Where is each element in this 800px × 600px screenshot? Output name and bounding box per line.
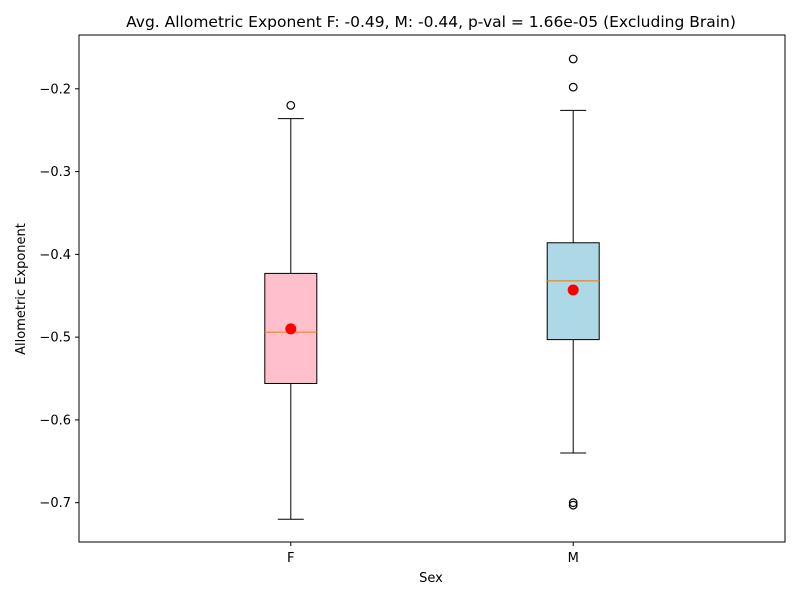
plot-area: −0.2 −0.3 −0.4 −0.5 −0.6 −0.7 F M — [39, 34, 786, 566]
outlier-point-m — [568, 82, 578, 92]
outlier-point-m — [568, 500, 578, 510]
y-tick-label: −0.7 — [39, 496, 71, 511]
outlier-point-m — [568, 54, 578, 64]
outlier-point-m — [568, 498, 578, 508]
y-tick-label: −0.4 — [39, 248, 71, 263]
y-tick-label: −0.3 — [39, 165, 71, 180]
mean-marker-m — [567, 284, 579, 296]
x-tick-label: M — [568, 551, 579, 566]
y-tick-label: −0.2 — [39, 82, 71, 97]
mean-marker-f — [285, 323, 297, 335]
y-axis-label: Allometric Exponent — [14, 223, 29, 355]
plot-frame — [78, 34, 786, 543]
x-tick-label: F — [287, 551, 294, 566]
chart-title: Avg. Allometric Exponent F: -0.49, M: -0… — [126, 13, 736, 31]
y-tick-label: −0.6 — [39, 413, 71, 428]
y-tick-label: −0.5 — [39, 331, 71, 346]
outlier-point-f — [286, 100, 296, 110]
x-axis-label: Sex — [419, 571, 443, 586]
